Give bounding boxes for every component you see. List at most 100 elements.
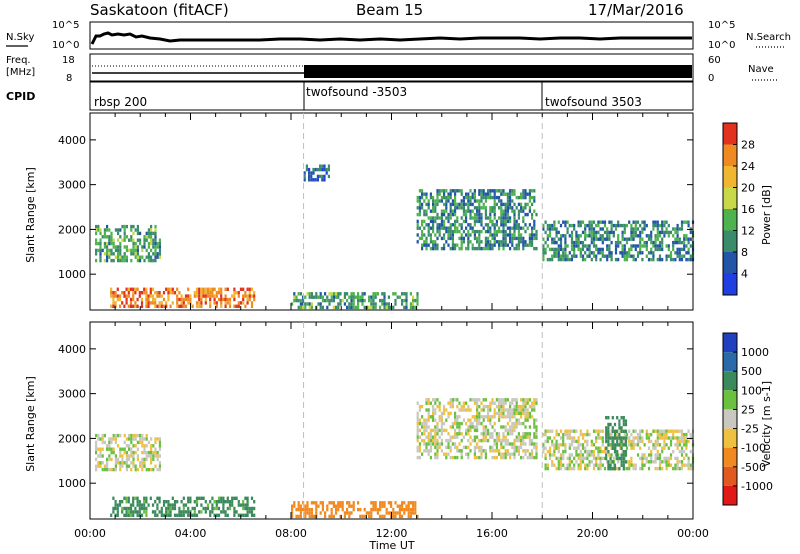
echo-cell bbox=[634, 466, 637, 471]
echo-cell bbox=[136, 433, 139, 438]
echo-cell bbox=[233, 496, 236, 500]
echo-cell bbox=[500, 445, 503, 450]
echo-cell bbox=[584, 466, 587, 471]
echo-cell bbox=[119, 447, 122, 451]
echo-cell bbox=[674, 257, 677, 262]
echo-cell bbox=[209, 297, 212, 302]
echo-cell bbox=[226, 506, 229, 511]
echo-cell bbox=[158, 301, 161, 305]
echo-cell bbox=[551, 223, 554, 228]
echo-cell bbox=[528, 452, 531, 456]
echo-cell bbox=[321, 295, 324, 299]
echo-cell bbox=[588, 230, 591, 235]
echo-cell bbox=[244, 506, 247, 511]
echo-cell bbox=[665, 244, 668, 248]
echo-cell bbox=[231, 503, 234, 507]
echo-cell bbox=[609, 456, 612, 461]
echo-cell bbox=[592, 237, 596, 241]
echo-cell bbox=[106, 224, 109, 229]
echo-cell bbox=[531, 212, 534, 217]
echo-cell bbox=[609, 463, 612, 467]
echo-cell bbox=[661, 429, 664, 433]
echo-cell bbox=[579, 443, 582, 447]
echo-cell bbox=[511, 432, 514, 436]
echo-cell bbox=[418, 442, 421, 446]
echo-cell bbox=[321, 178, 324, 182]
echo-cell bbox=[504, 240, 507, 244]
echo-cell bbox=[584, 244, 587, 248]
echo-cell bbox=[467, 445, 470, 450]
echo-cell bbox=[108, 440, 111, 445]
echo-cell bbox=[656, 227, 659, 231]
echo-cell bbox=[509, 408, 512, 412]
echo-cell bbox=[606, 449, 609, 454]
echo-cell bbox=[299, 507, 302, 512]
echo-cell bbox=[224, 297, 227, 302]
echo-cell bbox=[467, 418, 470, 422]
echo-cell bbox=[119, 433, 122, 438]
echo-cell bbox=[491, 189, 494, 193]
echo-cell bbox=[99, 450, 102, 455]
echo-cell bbox=[607, 467, 610, 471]
echo-cell bbox=[134, 437, 137, 441]
echo-cell bbox=[147, 440, 150, 445]
echo-cell bbox=[524, 212, 527, 217]
echo-cell bbox=[620, 436, 623, 440]
echo-cell bbox=[480, 421, 483, 426]
echo-cell bbox=[495, 438, 498, 443]
echo-cell bbox=[150, 461, 153, 465]
echo-cell bbox=[162, 297, 166, 302]
echo-cell bbox=[454, 223, 457, 227]
echo-cell bbox=[458, 229, 461, 234]
echo-cell bbox=[484, 435, 487, 439]
echo-cell bbox=[253, 297, 256, 302]
echo-cell bbox=[416, 438, 419, 443]
echo-cell bbox=[308, 514, 311, 519]
echo-cell bbox=[106, 258, 109, 263]
echo-cell bbox=[291, 514, 294, 519]
echo-cell bbox=[195, 291, 199, 295]
echo-cell bbox=[524, 411, 527, 416]
echo-cell bbox=[341, 501, 344, 505]
echo-cell bbox=[487, 216, 490, 220]
echo-cell bbox=[471, 216, 474, 220]
echo-cell bbox=[99, 437, 102, 441]
echo-cell bbox=[315, 501, 318, 505]
echo-cell bbox=[123, 228, 126, 232]
echo-cell bbox=[683, 240, 686, 245]
echo-cell bbox=[506, 243, 509, 247]
echo-cell bbox=[628, 237, 631, 241]
echo-cell bbox=[119, 464, 122, 468]
echo-cell bbox=[630, 223, 633, 228]
echo-cell bbox=[154, 255, 157, 259]
echo-cell bbox=[491, 243, 494, 247]
echo-cell bbox=[528, 192, 531, 196]
echo-cell bbox=[140, 301, 144, 305]
echo-cell bbox=[597, 432, 600, 437]
echo-cell bbox=[317, 295, 320, 299]
echo-cell bbox=[610, 227, 613, 231]
echo-cell bbox=[136, 513, 139, 517]
echo-cell bbox=[489, 189, 492, 193]
echo-cell bbox=[200, 304, 203, 308]
echo-cell bbox=[515, 195, 518, 200]
echo-cell bbox=[198, 510, 201, 514]
echo-cell bbox=[451, 236, 454, 241]
echo-cell bbox=[473, 418, 476, 422]
echo-cell bbox=[476, 445, 479, 450]
echo-cell bbox=[368, 511, 371, 515]
echo-cell bbox=[343, 302, 346, 306]
echo-cell bbox=[621, 443, 624, 447]
echo-cell bbox=[610, 439, 613, 444]
echo-cell bbox=[504, 209, 507, 213]
echo-cell bbox=[354, 305, 357, 310]
echo-cell bbox=[370, 295, 373, 299]
echo-cell bbox=[520, 202, 523, 207]
echo-cell bbox=[467, 202, 470, 207]
echo-cell bbox=[489, 206, 492, 210]
echo-cell bbox=[95, 447, 98, 451]
echo-cell bbox=[607, 450, 610, 454]
echo-cell bbox=[531, 452, 534, 456]
echo-cell bbox=[487, 415, 490, 419]
echo-cell bbox=[447, 219, 450, 224]
